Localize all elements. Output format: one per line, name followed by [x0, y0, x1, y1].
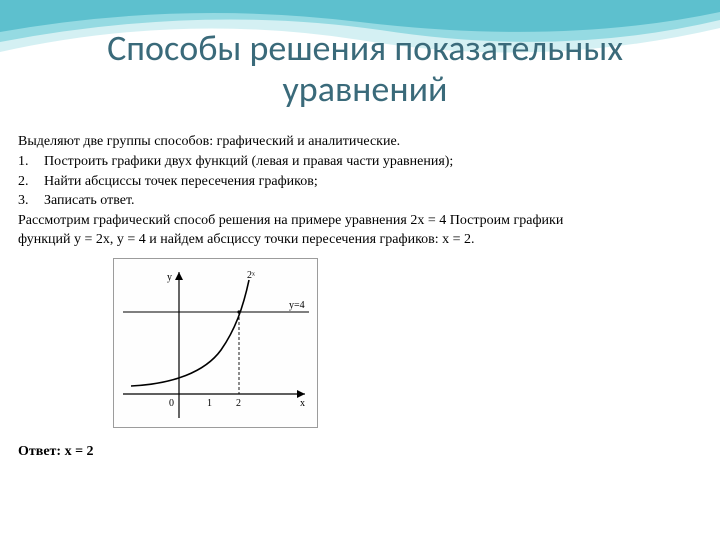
answer-text: Ответ: x = 2 — [18, 443, 712, 462]
curve-label: 2ˣ — [247, 270, 255, 281]
list-text: Построить графики двух функций (левая и … — [44, 154, 453, 169]
example-paragraph: Рассмотрим графический способ решения на… — [18, 212, 712, 250]
list-text: Записать ответ. — [44, 193, 135, 208]
intro-text: Выделяют две группы способов: графически… — [18, 133, 712, 152]
slide-title: Способы решения показательных уравнений — [18, 28, 712, 111]
body-text: Выделяют две группы способов: графически… — [18, 133, 712, 462]
list-item: 3.Записать ответ. — [18, 192, 712, 211]
example-line1: Рассмотрим графический способ решения на… — [18, 213, 563, 228]
x-tick-2: 2 — [236, 398, 241, 409]
x-tick-1: 1 — [207, 398, 212, 409]
example-line2: функций y = 2x, y = 4 и найдем абсциссу … — [18, 232, 475, 247]
x-axis-label: x — [300, 398, 305, 409]
list-number: 3. — [18, 192, 44, 211]
list-text: Найти абсциссы точек пересечения графико… — [44, 174, 318, 189]
origin-label: 0 — [169, 398, 174, 409]
intersection-point — [237, 311, 240, 314]
y-axis-label: y — [167, 272, 172, 283]
graph-frame — [114, 259, 318, 428]
list-number: 1. — [18, 153, 44, 172]
graph-container: y=4 2ˣ 0 1 2 x y — [113, 258, 712, 435]
hline-label: y=4 — [289, 300, 305, 311]
list-item: 2.Найти абсциссы точек пересечения графи… — [18, 173, 712, 192]
function-graph: y=4 2ˣ 0 1 2 x y — [113, 258, 318, 428]
slide-content: Способы решения показательных уравнений … — [0, 0, 720, 462]
list-number: 2. — [18, 173, 44, 192]
list-item: 1.Построить графики двух функций (левая … — [18, 153, 712, 172]
